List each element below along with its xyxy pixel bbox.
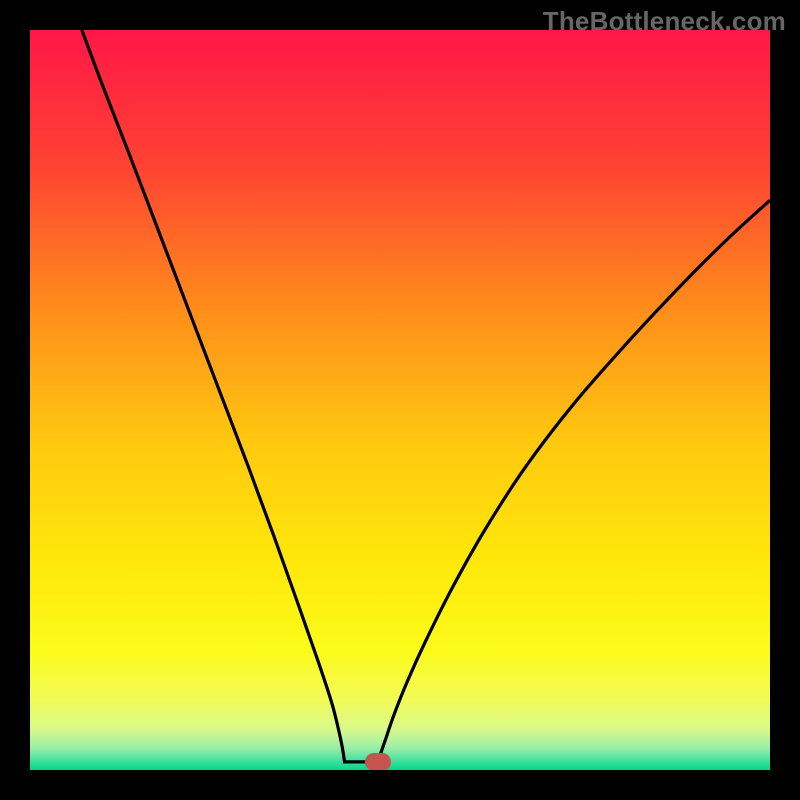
watermark-text: TheBottleneck.com [543,6,786,37]
optimal-point-marker [365,753,391,770]
chart-frame: TheBottleneck.com [0,0,800,800]
bottleneck-curve [30,30,770,770]
curve-path [82,30,770,762]
plot-area [30,30,770,770]
